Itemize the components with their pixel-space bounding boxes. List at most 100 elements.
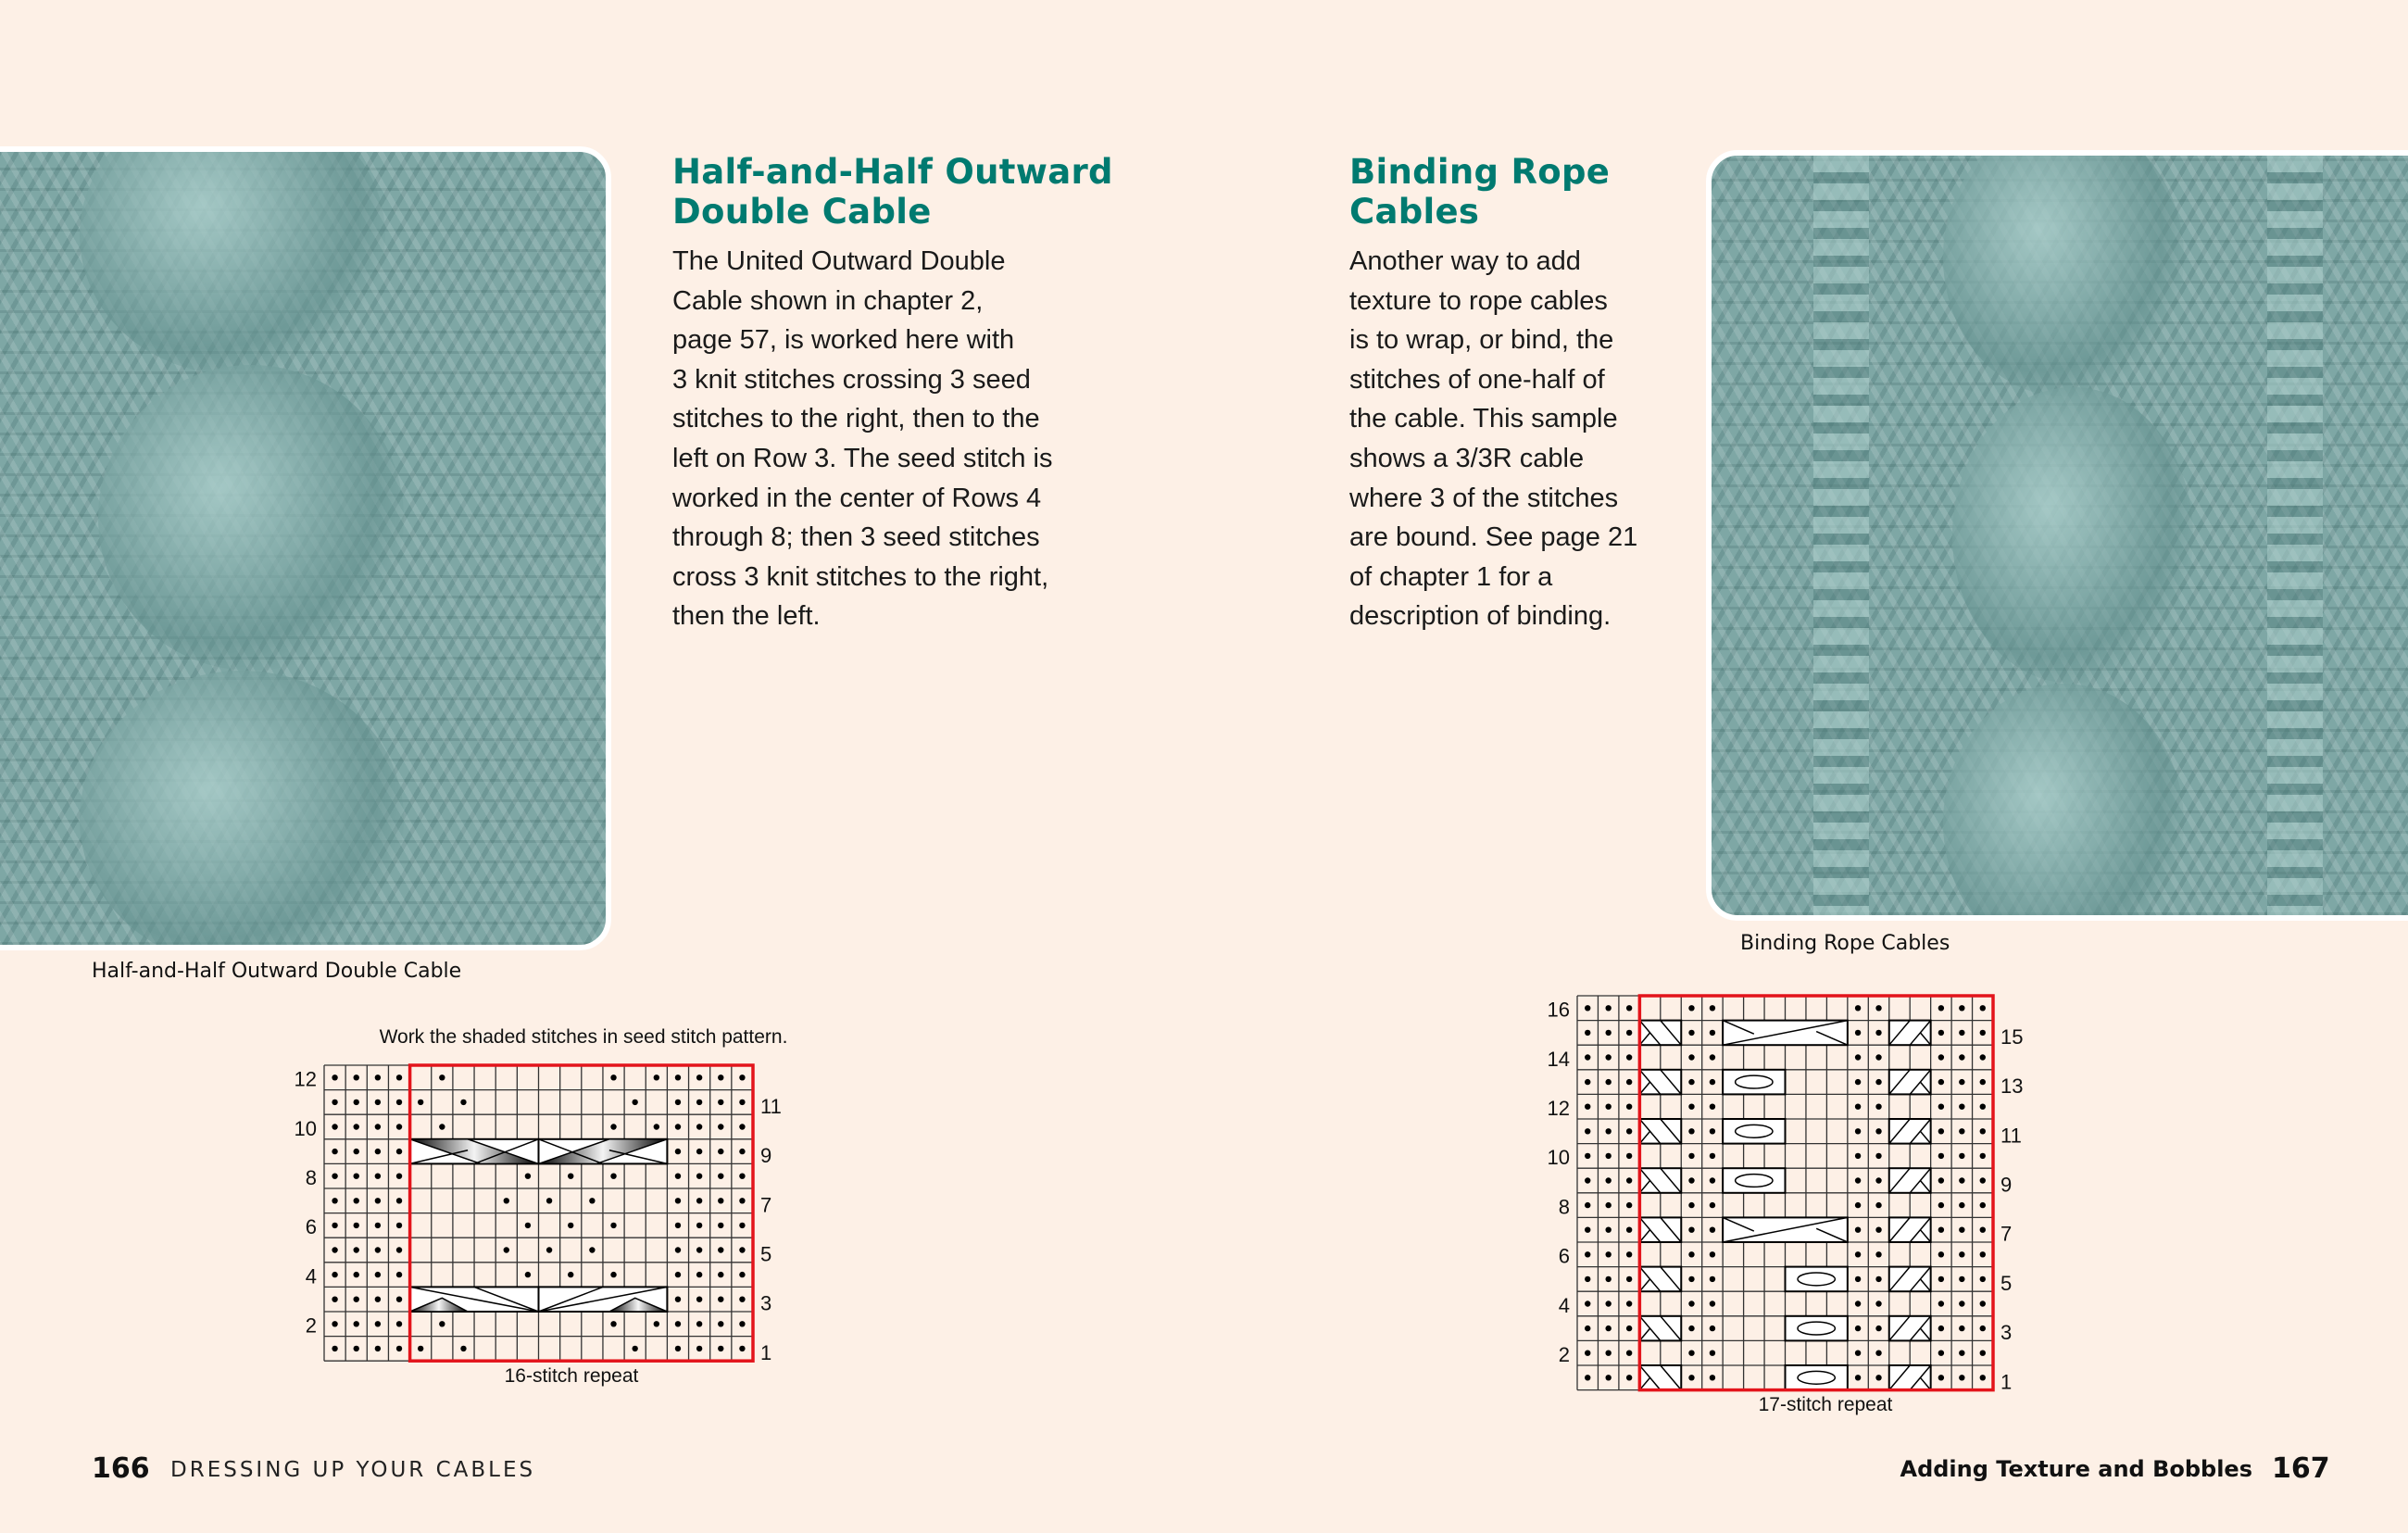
cable-strand <box>1815 1227 1849 1243</box>
purl-dot <box>332 1124 338 1130</box>
purl-dot <box>1688 1275 1695 1283</box>
purl-dot <box>1688 1375 1695 1381</box>
cable-strand <box>473 1286 539 1313</box>
purl-dot <box>632 1099 638 1106</box>
twist-strand <box>1888 1216 1911 1243</box>
purl-dot <box>1625 1005 1633 1012</box>
purl-dot <box>1959 1054 1965 1061</box>
purl-dot <box>1585 1103 1591 1110</box>
purl-dot <box>1709 1103 1716 1110</box>
purl-dot <box>610 1222 617 1229</box>
purl-dot <box>674 1247 682 1253</box>
purl-dot <box>1938 1301 1945 1307</box>
cable-strand <box>608 1150 668 1165</box>
purl-dot <box>1938 1177 1945 1184</box>
twist-strand <box>1919 1376 1932 1391</box>
purl-dot <box>1959 1177 1965 1184</box>
purl-dot <box>1854 1152 1862 1160</box>
purl-dot <box>1688 1301 1695 1307</box>
purl-dot <box>524 1271 532 1278</box>
purl-dot <box>1875 1078 1882 1086</box>
purl-dot <box>374 1148 382 1155</box>
row-number: 9 <box>760 1144 771 1167</box>
purl-dot <box>1688 1054 1695 1061</box>
body-line: shows a 3/3R cable <box>1349 443 1585 473</box>
purl-dot <box>417 1345 424 1352</box>
running-head-right: Adding Texture and Bobbles <box>1900 1456 2253 1482</box>
purl-dot <box>718 1247 724 1253</box>
purl-dot <box>1605 1177 1612 1184</box>
cable-strand <box>1723 1019 1848 1046</box>
purl-dot <box>460 1345 467 1352</box>
row-number: 5 <box>760 1242 771 1265</box>
purl-dot <box>610 1074 617 1081</box>
cable-shaded-strand <box>538 1138 668 1165</box>
purl-dot <box>739 1271 746 1278</box>
twist-symbol <box>1638 1216 1683 1244</box>
purl-dot <box>1688 1177 1695 1184</box>
purl-dot <box>1709 1128 1716 1135</box>
twist-strand <box>1909 1266 1932 1292</box>
twist-strand <box>1888 1020 1911 1046</box>
heading-line: Double Cable <box>672 192 932 232</box>
body-line: the cable. This sample <box>1349 404 1618 434</box>
purl-dot <box>1688 1226 1695 1233</box>
row-number: 10 <box>295 1117 317 1140</box>
purl-dot <box>460 1099 467 1106</box>
twist-strand <box>1909 1167 1932 1194</box>
purl-dot <box>739 1198 746 1204</box>
purl-dot <box>332 1173 338 1179</box>
purl-dot <box>395 1074 403 1081</box>
twist-strand <box>1909 1364 1932 1391</box>
purl-dot <box>417 1099 424 1106</box>
twist-strand <box>1638 1376 1651 1391</box>
purl-dot <box>589 1247 596 1253</box>
purl-dot <box>1854 1226 1862 1233</box>
purl-dot <box>1979 1177 1986 1184</box>
twist-strand <box>1660 1167 1682 1194</box>
row-number: 8 <box>1559 1195 1570 1218</box>
purl-dot <box>1875 1325 1882 1332</box>
row-number: 2 <box>1559 1343 1570 1366</box>
cable-strand <box>409 1150 469 1165</box>
purl-dot <box>1959 1029 1965 1037</box>
purl-dot <box>718 1198 724 1204</box>
row-number: 11 <box>760 1095 782 1118</box>
row-number: 9 <box>2000 1173 2012 1196</box>
twist-strand <box>1638 1327 1651 1341</box>
twist-strand <box>1888 1364 1911 1391</box>
purl-dot <box>1585 1226 1591 1233</box>
purl-dot <box>1959 1201 1965 1209</box>
twist-strand <box>1888 1315 1911 1341</box>
purl-dot <box>353 1222 359 1229</box>
purl-dot <box>1605 1005 1612 1012</box>
body-line: cross 3 knit stitches to the right, <box>672 561 1049 592</box>
purl-dot <box>1979 1152 1986 1160</box>
purl-dot <box>1979 1251 1986 1258</box>
purl-dot <box>1938 1152 1945 1160</box>
purl-dot <box>374 1271 382 1278</box>
purl-dot <box>546 1247 553 1253</box>
twist-strand <box>1660 1216 1682 1243</box>
purl-dot <box>718 1296 724 1302</box>
binding-symbol <box>1722 1068 1787 1096</box>
purl-dot <box>332 1296 338 1302</box>
binding-oval <box>1734 1124 1774 1138</box>
purl-dot <box>1854 1325 1862 1332</box>
twist-strand <box>1909 1069 1932 1095</box>
purl-dot <box>1709 1325 1716 1332</box>
purl-dot <box>1938 1128 1945 1135</box>
body-line: stitches to the right, then to the <box>672 404 1040 434</box>
purl-dot <box>674 1271 682 1278</box>
purl-dot <box>1688 1251 1695 1258</box>
section-heading-half-and-half: Half-and-Half Outward Double Cable <box>672 152 1113 232</box>
purl-dot <box>1709 1177 1716 1184</box>
purl-dot <box>1625 1325 1633 1332</box>
purl-dot <box>1875 1350 1882 1356</box>
purl-dot <box>374 1222 382 1229</box>
purl-dot <box>632 1345 638 1352</box>
body-text-half-and-half: The United Outward Double Cable shown in … <box>672 242 1053 636</box>
purl-dot <box>1625 1054 1633 1061</box>
purl-dot <box>332 1148 338 1155</box>
purl-dot <box>1854 1177 1862 1184</box>
